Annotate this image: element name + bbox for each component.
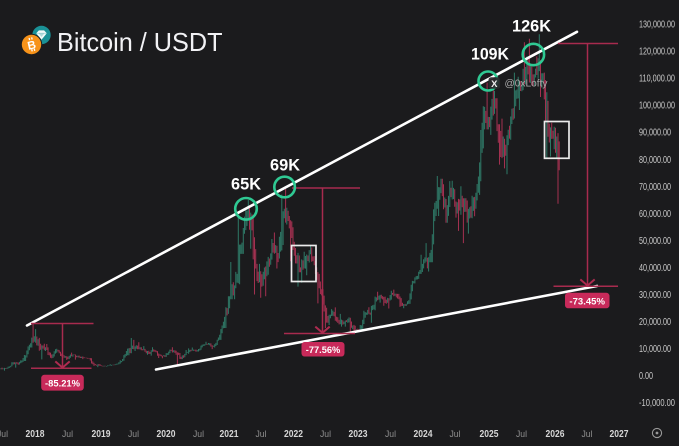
svg-text:Jul: Jul [450, 429, 461, 440]
svg-text:126K: 126K [512, 17, 552, 36]
svg-text:70,000.00: 70,000.00 [639, 182, 671, 193]
svg-text:110,000.00: 110,000.00 [639, 74, 675, 85]
svg-text:Jul: Jul [582, 429, 593, 440]
svg-text:20,000.00: 20,000.00 [639, 317, 671, 328]
svg-text:2021: 2021 [220, 429, 239, 440]
svg-text:2018: 2018 [26, 429, 45, 440]
svg-text:Jul: Jul [320, 429, 331, 440]
svg-text:60,000.00: 60,000.00 [639, 209, 671, 220]
svg-text:Jul: Jul [516, 429, 527, 440]
svg-text:2023: 2023 [349, 429, 368, 440]
svg-text:-85.21%: -85.21% [45, 378, 81, 389]
svg-text:Jul: Jul [256, 429, 267, 440]
svg-text:-73.45%: -73.45% [569, 296, 605, 307]
svg-text:30,000.00: 30,000.00 [639, 290, 671, 301]
svg-text:2027: 2027 [610, 429, 629, 440]
svg-text:Jul: Jul [193, 429, 204, 440]
svg-text:2026: 2026 [546, 429, 565, 440]
svg-text:100,000.00: 100,000.00 [639, 101, 675, 112]
svg-text:X: X [491, 79, 498, 90]
svg-text:90,000.00: 90,000.00 [639, 128, 671, 139]
svg-text:130,000.00: 130,000.00 [639, 20, 675, 31]
svg-text:Jul: Jul [62, 429, 73, 440]
svg-text:69K: 69K [270, 156, 301, 175]
svg-text:2019: 2019 [92, 429, 111, 440]
svg-text:80,000.00: 80,000.00 [639, 155, 671, 166]
svg-text:40,000.00: 40,000.00 [639, 263, 671, 274]
svg-text:50,000.00: 50,000.00 [639, 236, 671, 247]
svg-text:Jul: Jul [385, 429, 396, 440]
svg-text:10,000.00: 10,000.00 [639, 344, 671, 355]
svg-text:Jul: Jul [0, 429, 8, 440]
svg-text:65K: 65K [231, 175, 262, 194]
svg-text:2024: 2024 [414, 429, 433, 440]
svg-text:-10,000.00: -10,000.00 [639, 398, 675, 409]
svg-text:Bitcoin / USDT: Bitcoin / USDT [57, 27, 223, 57]
svg-text:2025: 2025 [480, 429, 499, 440]
svg-text:120,000.00: 120,000.00 [639, 47, 675, 58]
svg-text:109K: 109K [471, 45, 510, 64]
svg-text:Jul: Jul [128, 429, 139, 440]
svg-text:0.00: 0.00 [639, 371, 653, 382]
svg-text:2020: 2020 [157, 429, 176, 440]
svg-text:2022: 2022 [284, 429, 303, 440]
svg-text:@0xLofty: @0xLofty [505, 78, 549, 90]
svg-text:B: B [27, 39, 38, 53]
svg-text:-77.56%: -77.56% [306, 345, 341, 356]
